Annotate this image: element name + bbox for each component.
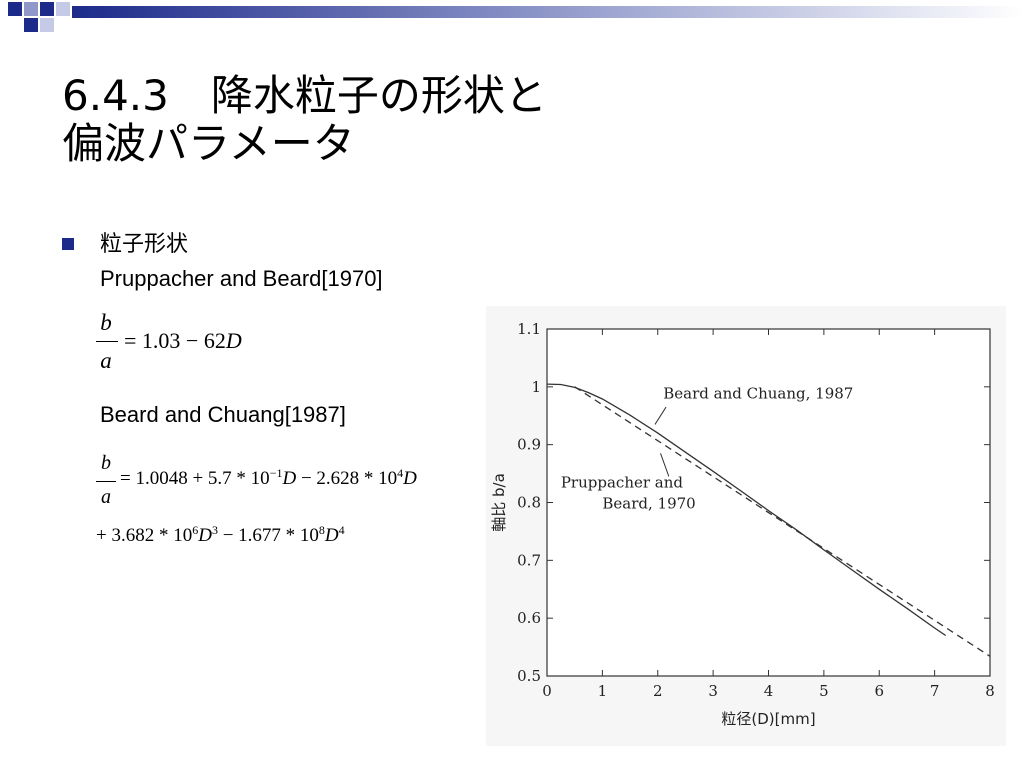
eq2-line1-term-a: = 1.0048 + 5.7 * 10	[120, 468, 270, 489]
eq1-fraction-bar	[96, 341, 118, 342]
y-tick-label: 0.6	[517, 609, 541, 627]
series-line-pruppacher	[574, 386, 991, 657]
eq2-line1-var2: D	[403, 468, 417, 489]
x-tick-label: 1	[598, 682, 608, 700]
eq2-numerator: b	[101, 452, 111, 474]
annotation-arrow-beard-chuang	[654, 406, 667, 425]
eq1-variable: D	[225, 328, 242, 353]
eq2-line1-exp1: −1	[269, 466, 283, 480]
annotation-arrow-pruppacher	[660, 453, 670, 477]
eq2-line2: + 3.682 * 106D3 − 1.677 * 108D4	[96, 523, 345, 547]
x-tick-label: 7	[930, 682, 940, 700]
eq2-line2-var1: D	[198, 525, 212, 546]
x-axis-label: 粒径(D)[mm]	[721, 710, 815, 728]
eq2-denominator: a	[101, 486, 111, 508]
eq2-fraction-bar	[96, 481, 116, 482]
eq2-line2-exp1: 6	[192, 523, 199, 537]
x-tick-label: 8	[985, 682, 995, 700]
plot-frame	[546, 328, 991, 677]
x-tick-label: 5	[819, 682, 829, 700]
annotation-pruppacher-line2: Beard, 1970	[602, 494, 695, 512]
y-tick-label: 0.8	[517, 494, 541, 512]
y-axis-label: 軸比 b/a	[490, 473, 508, 532]
decorative-header-squares	[8, 2, 1024, 32]
axis-ratio-chart: 0 1 2 3 4 5 6 7 8 0.5 0.6 0.7 0.8 0.9 1 1.1 粒径(D)[mm] 軸比 …	[486, 306, 1006, 746]
y-tick-label: 0.5	[517, 667, 541, 685]
slide-title-line2: 偏波パラメータ	[62, 119, 355, 168]
bullet-heading: 粒子形状	[100, 231, 189, 256]
eq2-line1-var1: D	[282, 468, 297, 489]
y-tick-label: 0.7	[517, 551, 541, 569]
eq2-line2-term-c: − 1.677 * 10	[217, 525, 319, 546]
y-tick-label: 1.1	[517, 320, 541, 338]
slide-title: 6.4.3 降水粒子の形状と 偏波パラメータ	[62, 72, 547, 168]
x-tick-label: 0	[542, 682, 552, 700]
eq2-line2-exp3: 8	[318, 523, 325, 537]
slide-title-line1: 6.4.3 降水粒子の形状と	[62, 71, 547, 120]
x-tick-label: 3	[708, 682, 718, 700]
eq2-line2-var2: D	[324, 525, 339, 546]
eq2-line1-term-c: − 2.628 * 10	[296, 468, 398, 489]
eq1-numerator: b	[100, 310, 112, 335]
bullet-square-icon	[62, 238, 74, 250]
eq2-line2-term-a: + 3.682 * 10	[96, 525, 193, 546]
eq2-line2-exp2: 3	[211, 523, 218, 537]
x-tick-label: 6	[874, 682, 884, 700]
x-tick-label: 2	[653, 682, 663, 700]
eq2-line1: = 1.0048 + 5.7 * 10−1D − 2.628 * 104D	[120, 466, 417, 490]
annotation-pruppacher-line1: Pruppacher and	[561, 473, 684, 491]
x-tick-label: 4	[764, 682, 774, 700]
eq2-line1-exp2: 4	[397, 466, 404, 480]
eq1-rhs: = 1.03 − 62D	[124, 328, 242, 354]
annotation-beard-chuang: Beard and Chuang, 1987	[663, 384, 853, 402]
eq2-line2-exp4: 4	[338, 523, 345, 537]
eq1-denominator: a	[100, 348, 112, 373]
reference-beard-chuang: Beard and Chuang[1987]	[100, 402, 346, 427]
y-tick-label: 0.9	[517, 436, 541, 454]
series-line-beard-chuang	[546, 383, 947, 637]
y-tick-label: 1	[531, 378, 541, 396]
reference-pruppacher: Pruppacher and Beard[1970]	[100, 266, 383, 291]
eq1-rhs-text: = 1.03 − 62	[124, 328, 226, 353]
